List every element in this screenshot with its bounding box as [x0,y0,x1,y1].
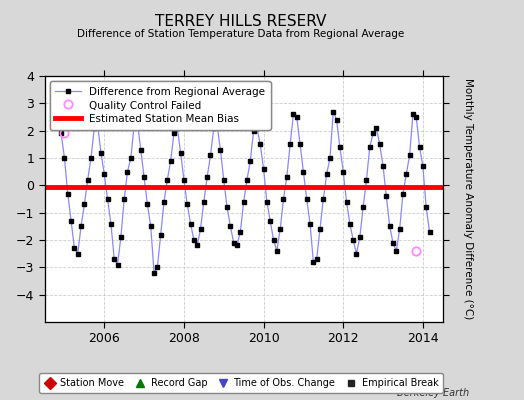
Text: Berkeley Earth: Berkeley Earth [397,388,469,398]
Text: TERREY HILLS RESERV: TERREY HILLS RESERV [155,14,327,29]
Y-axis label: Monthly Temperature Anomaly Difference (°C): Monthly Temperature Anomaly Difference (… [463,78,473,320]
Legend: Difference from Regional Average, Quality Control Failed, Estimated Station Mean: Difference from Regional Average, Qualit… [50,81,270,130]
Legend: Station Move, Record Gap, Time of Obs. Change, Empirical Break: Station Move, Record Gap, Time of Obs. C… [39,374,443,393]
Text: Difference of Station Temperature Data from Regional Average: Difference of Station Temperature Data f… [78,29,405,39]
